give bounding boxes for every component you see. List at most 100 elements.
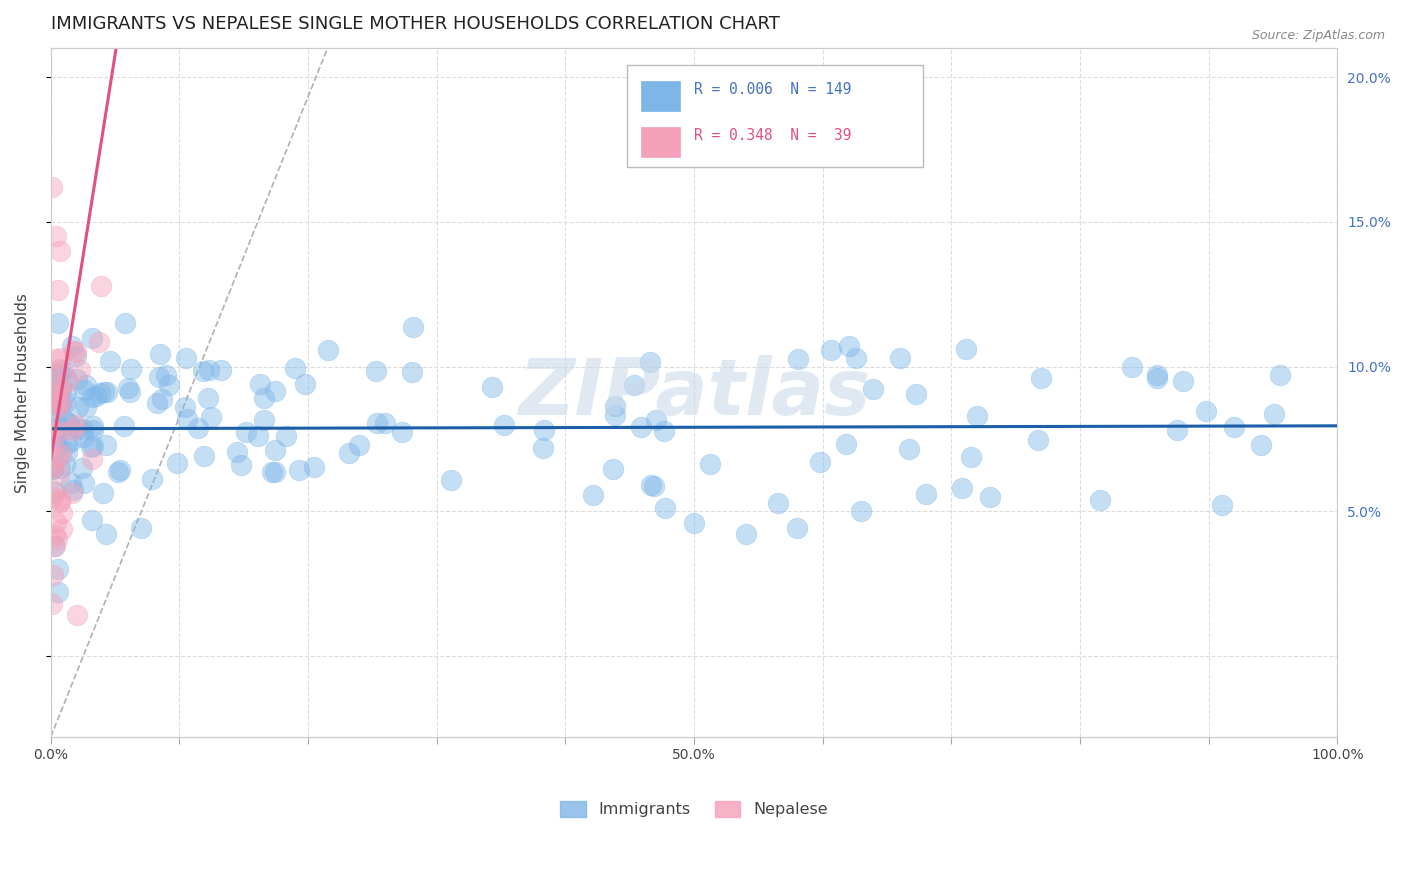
Point (58, 374, 80, 388)
Point (264, 442, 287, 457)
Point (48, 493, 70, 508)
Point (264, 384, 287, 398)
Point (80, 440, 103, 454)
Point (82, 513, 104, 527)
Point (46, 283, 69, 297)
Point (46, 439, 69, 453)
Point (1268, 368, 1291, 383)
Point (62, 483, 84, 497)
Point (84, 389, 107, 403)
Point (157, 377, 180, 392)
Point (316, 343, 339, 358)
Point (851, 504, 873, 518)
Point (98, 353, 121, 368)
Point (53, 457, 76, 471)
Point (602, 462, 624, 476)
Point (197, 392, 219, 406)
Point (51, 523, 73, 537)
Point (197, 363, 219, 377)
Point (49, 366, 72, 380)
Point (952, 481, 974, 495)
Text: R = 0.006  N = 149: R = 0.006 N = 149 (695, 82, 852, 97)
Point (44, 387, 66, 401)
Point (65, 608, 87, 623)
Point (69, 363, 91, 377)
Text: ZIPatlas: ZIPatlas (517, 354, 870, 431)
Point (42, 461, 65, 475)
Point (49, 351, 72, 365)
Point (42, 377, 65, 392)
Point (193, 450, 215, 464)
Point (44, 405, 66, 419)
Point (66, 421, 89, 435)
Point (46, 451, 69, 466)
Point (1088, 493, 1111, 508)
Point (42, 539, 65, 553)
Point (80, 390, 103, 404)
Point (145, 396, 167, 410)
Point (48, 362, 70, 376)
Point (72, 430, 94, 444)
Point (48, 399, 70, 413)
Point (55, 370, 77, 384)
Point (65, 418, 87, 433)
Point (209, 363, 232, 377)
Point (640, 478, 662, 492)
Point (82, 419, 104, 434)
Point (187, 421, 209, 435)
Point (253, 391, 276, 405)
Point (166, 456, 188, 470)
Point (55, 385, 77, 400)
Point (652, 424, 675, 438)
Point (630, 419, 652, 434)
Point (41, 459, 63, 474)
Point (112, 419, 135, 434)
Point (347, 438, 370, 452)
Point (107, 465, 129, 479)
Point (1194, 404, 1216, 418)
Point (44, 528, 66, 542)
Point (44, 432, 66, 446)
Point (49, 447, 72, 461)
Point (45, 515, 67, 529)
Point (820, 343, 842, 358)
FancyBboxPatch shape (641, 127, 681, 157)
Point (82, 452, 104, 467)
Point (837, 339, 859, 353)
FancyBboxPatch shape (641, 81, 681, 112)
Point (155, 368, 177, 383)
Point (645, 413, 668, 427)
Point (49, 420, 72, 434)
Point (73, 383, 96, 397)
Point (82, 423, 104, 437)
Point (533, 423, 555, 437)
Point (287, 463, 309, 477)
Point (89, 386, 111, 401)
Point (835, 437, 858, 451)
Point (603, 408, 626, 422)
Point (91, 485, 114, 500)
Point (173, 401, 195, 415)
Point (1146, 368, 1168, 383)
Point (59, 434, 82, 448)
Point (45, 351, 67, 366)
Point (786, 521, 808, 535)
Point (65, 344, 87, 359)
Point (235, 425, 257, 439)
Point (768, 495, 790, 509)
Point (42, 567, 65, 582)
Point (117, 381, 139, 395)
Point (75, 377, 97, 392)
Point (889, 351, 911, 365)
Point (48, 562, 70, 576)
Point (276, 429, 298, 443)
Point (114, 316, 136, 330)
Point (1121, 359, 1143, 374)
Point (1263, 407, 1285, 421)
Point (45, 367, 67, 381)
Point (440, 473, 463, 487)
Legend: Immigrants, Nepalese: Immigrants, Nepalese (554, 794, 834, 823)
Point (176, 351, 198, 365)
Point (42, 490, 65, 504)
Point (65, 349, 87, 363)
